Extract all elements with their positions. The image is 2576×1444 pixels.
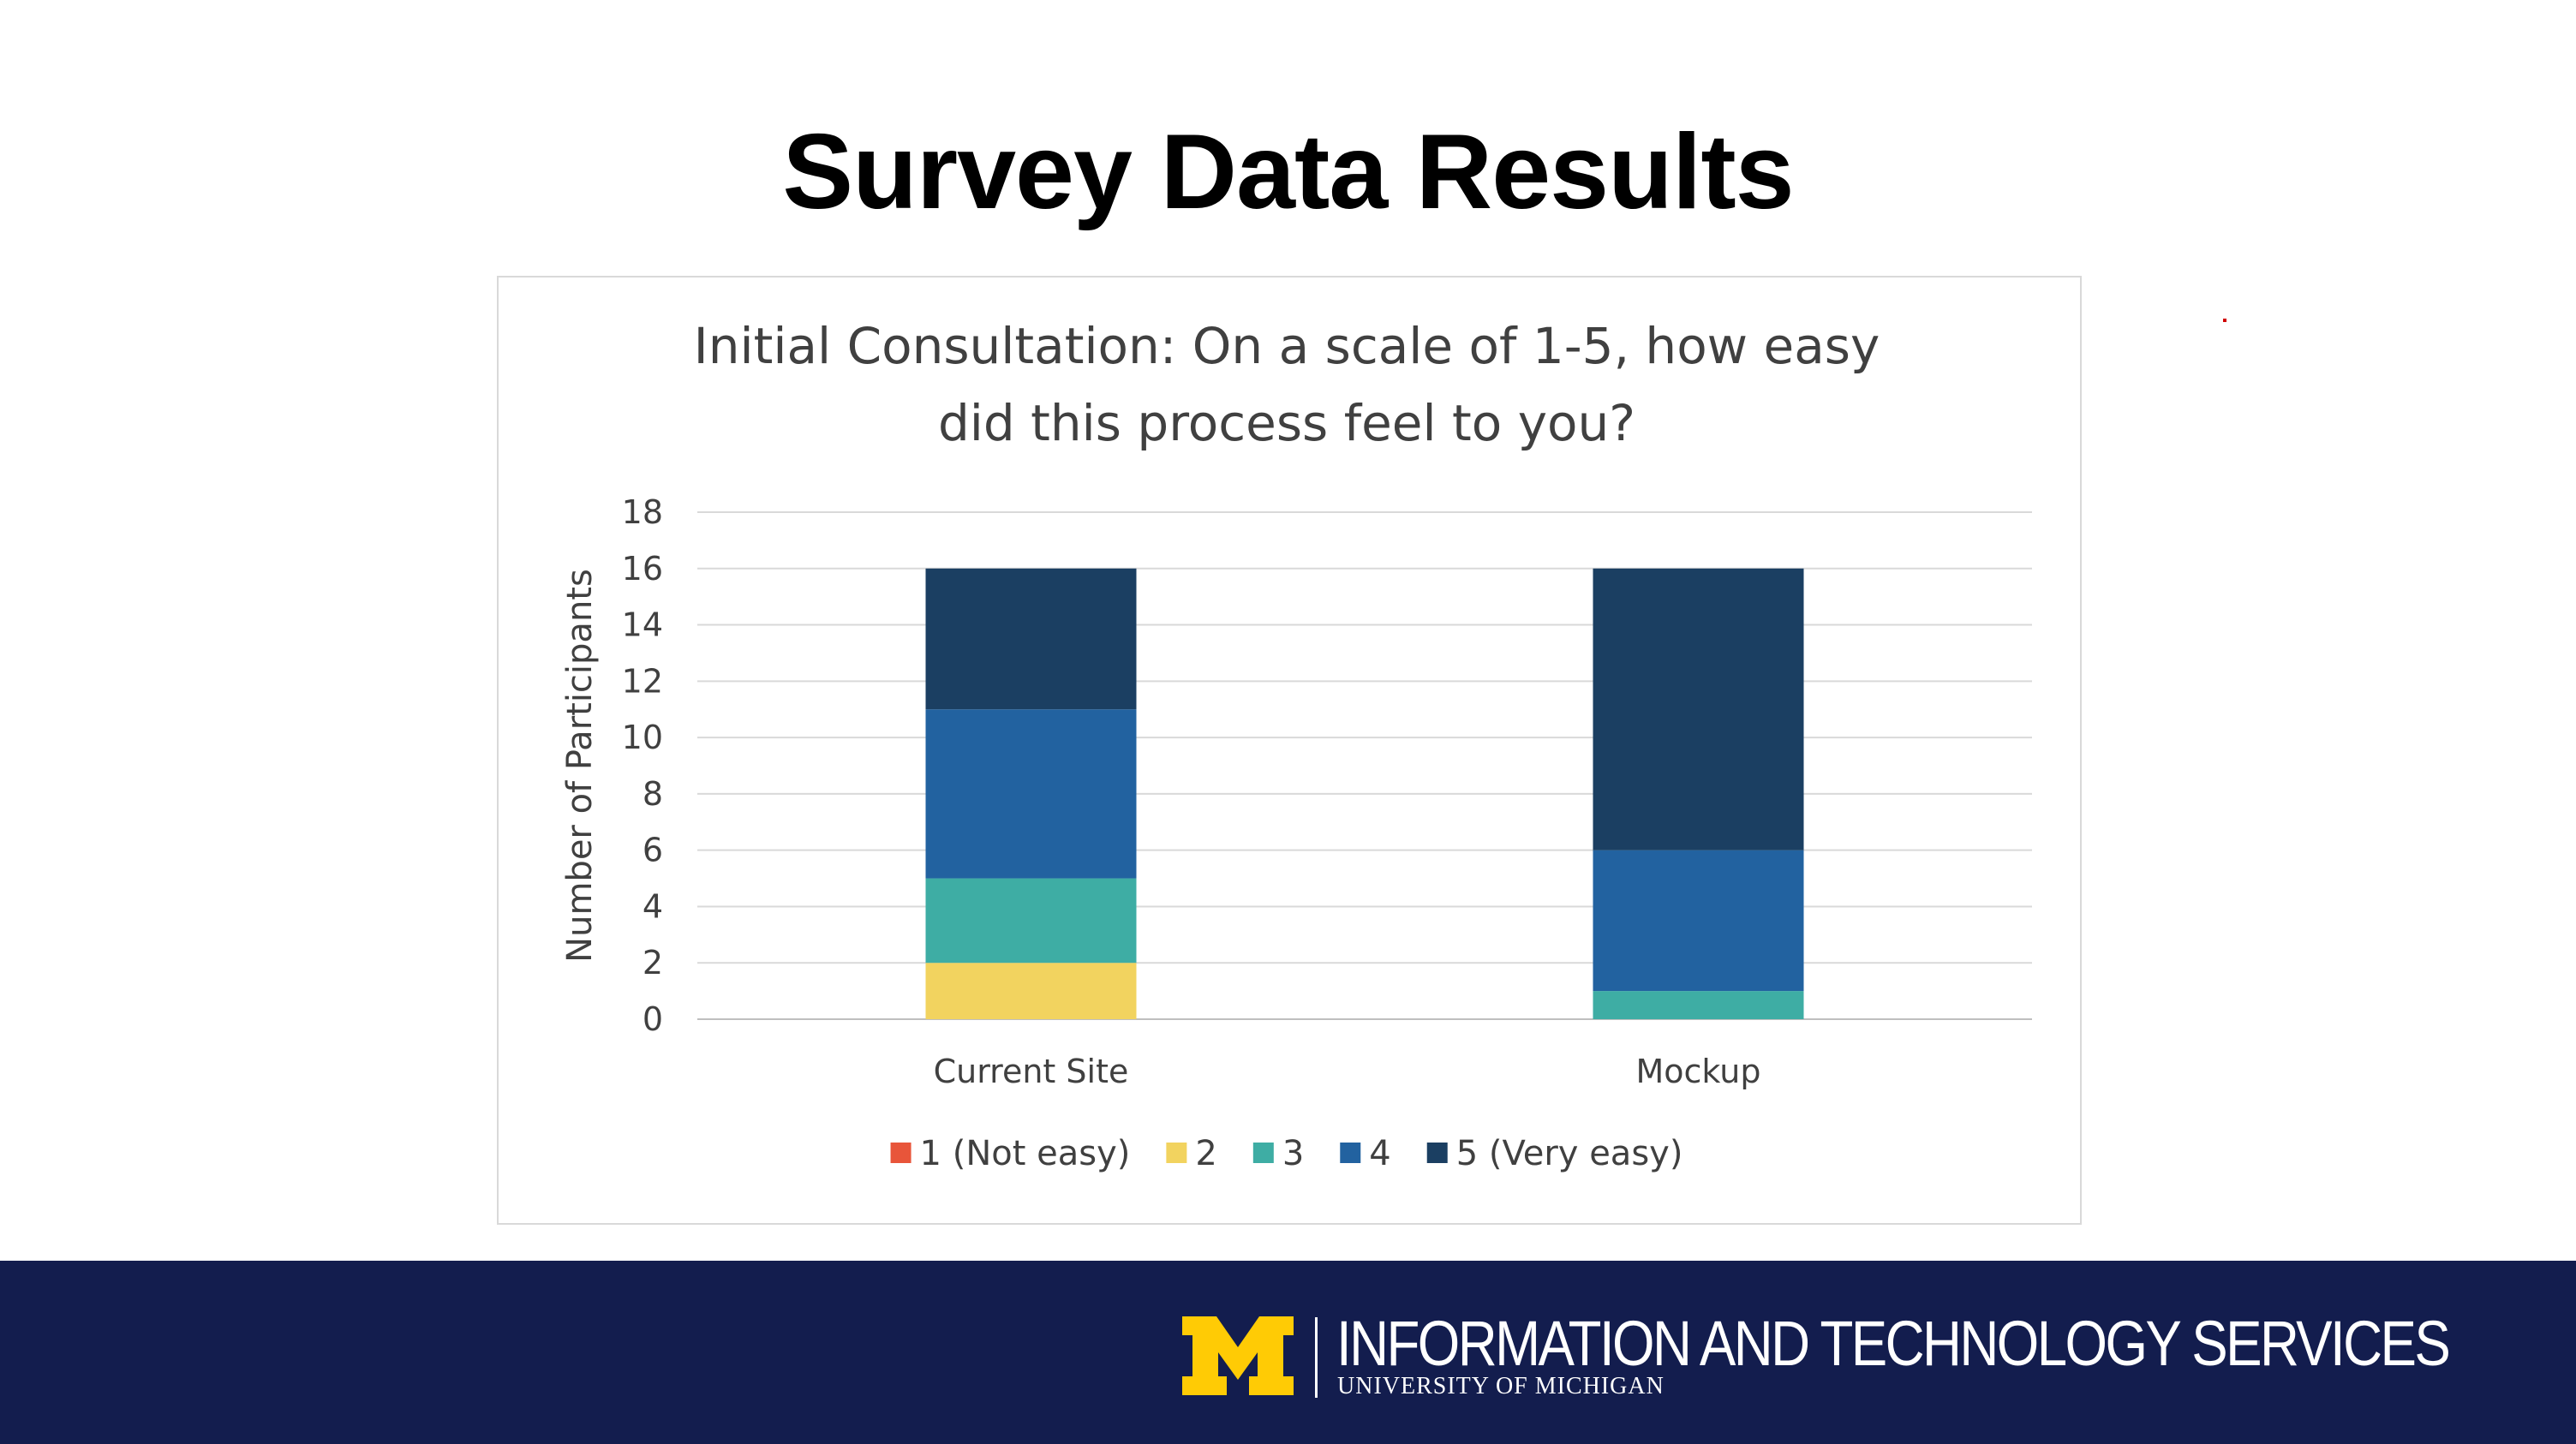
unit-name: INFORMATION AND TECHNOLOGY SERVICES xyxy=(1336,1308,2451,1379)
gridlines xyxy=(697,511,2032,1020)
x-category-label: Mockup xyxy=(1636,1053,1761,1090)
legend-swatch xyxy=(1166,1143,1187,1163)
bar-segment xyxy=(1593,568,1804,850)
x-axis-labels: Current Site Mockup xyxy=(934,1053,1761,1090)
legend-item: 1 (Not easy) xyxy=(890,1134,1131,1173)
y-axis-title: Number of Participants xyxy=(560,569,600,963)
bar-segment xyxy=(925,709,1137,879)
footer-bar xyxy=(0,1261,2576,1444)
legend-swatch xyxy=(890,1143,911,1163)
legend-item: 3 xyxy=(1252,1134,1304,1173)
legend: 1 (Not easy) 2 3 4 5 (Very easy) xyxy=(890,1134,1683,1173)
legend-item: 5 (Very easy) xyxy=(1426,1134,1683,1173)
y-tick-label: 16 xyxy=(622,550,663,588)
legend-swatch xyxy=(1252,1143,1274,1163)
y-tick-label: 0 xyxy=(643,1000,663,1038)
stray-red-dot xyxy=(2223,319,2226,322)
bar-segment xyxy=(1593,850,1804,992)
legend-label: 2 xyxy=(1195,1134,1216,1173)
chart-title-line-1: Initial Consultation: On a scale of 1-5,… xyxy=(694,317,1880,375)
y-tick-label: 10 xyxy=(622,719,663,756)
legend-label: 3 xyxy=(1282,1134,1304,1173)
legend-item: 4 xyxy=(1340,1134,1391,1173)
y-tick-label: 18 xyxy=(622,493,663,531)
legend-swatch xyxy=(1340,1143,1361,1163)
y-tick-label: 2 xyxy=(643,944,663,982)
y-tick-label: 14 xyxy=(622,606,663,644)
y-axis-ticks: 0 2 4 6 8 10 12 14 16 18 xyxy=(622,493,663,1038)
legend-swatch xyxy=(1426,1143,1448,1163)
y-tick-label: 4 xyxy=(643,887,663,925)
bar-segment xyxy=(925,568,1137,710)
bars xyxy=(925,568,1804,1019)
slide-title: Survey Data Results xyxy=(782,113,1794,231)
y-tick-label: 8 xyxy=(643,775,663,813)
bar-segment xyxy=(1593,991,1804,1019)
x-category-label: Current Site xyxy=(934,1053,1129,1090)
legend-label: 4 xyxy=(1369,1134,1390,1173)
chart-title-line-2: did this process feel to you? xyxy=(938,394,1635,452)
legend-label: 1 (Not easy) xyxy=(920,1134,1131,1173)
legend-label: 5 (Very easy) xyxy=(1456,1134,1683,1173)
y-tick-label: 12 xyxy=(622,662,663,700)
stacked-bar-chart: 0 2 4 6 8 10 12 14 16 18 Current Site Mockup 1 (No… xyxy=(560,317,2032,1173)
university-name: UNIVERSITY OF MICHIGAN xyxy=(1337,1373,1665,1399)
y-tick-label: 6 xyxy=(643,832,663,869)
block-m-logo-icon xyxy=(1182,1316,1294,1395)
chart-frame: 0 2 4 6 8 10 12 14 16 18 Current Site Mockup 1 (No… xyxy=(497,276,2082,1225)
legend-item: 2 xyxy=(1166,1134,1217,1173)
logo-divider xyxy=(1315,1317,1318,1398)
bar-segment xyxy=(925,878,1137,964)
bar-segment xyxy=(925,963,1137,1019)
